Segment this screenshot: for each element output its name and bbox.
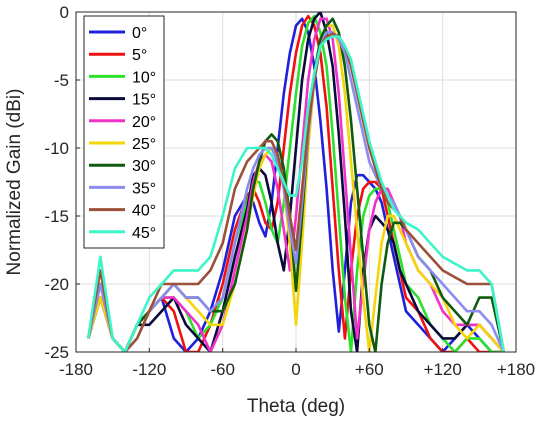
- x-tick-label: +60: [355, 360, 384, 379]
- x-tick-label: +180: [497, 360, 535, 379]
- y-axis-ticks: 0 -5 -10 -15 -20 -25: [44, 3, 80, 362]
- legend-entry: 5°: [132, 47, 147, 64]
- x-axis-ticks: -180 -120 -60 0 +60 +120 +180: [59, 348, 535, 379]
- x-tick-label: 0: [291, 360, 300, 379]
- x-tick-label: -180: [59, 360, 93, 379]
- legend-entry: 45°: [132, 225, 156, 242]
- series-lines: [86, 12, 506, 352]
- series-line-9: [86, 35, 506, 352]
- y-tick-label: -5: [54, 71, 69, 90]
- legend-entry: 40°: [132, 203, 156, 220]
- x-axis-label: Theta (deg): [247, 396, 345, 417]
- x-tick-label: -120: [132, 360, 166, 379]
- y-axis-label: Normalized Gain (dBi): [4, 89, 25, 276]
- y-tick-label: -25: [44, 343, 69, 362]
- legend-entry: 35°: [132, 180, 156, 197]
- y-tick-label: -20: [44, 275, 69, 294]
- legend-entry: 25°: [132, 136, 156, 153]
- legend-entry: 0°: [132, 25, 147, 42]
- legend-entry: 20°: [132, 114, 156, 131]
- series-line-3: [86, 12, 505, 352]
- x-tick-label: +120: [424, 360, 462, 379]
- legend-entry: 10°: [132, 69, 156, 86]
- y-tick-label: 0: [60, 3, 69, 22]
- y-tick-label: -10: [44, 139, 69, 158]
- y-tick-label: -15: [44, 207, 69, 226]
- x-tick-label: -60: [210, 360, 235, 379]
- legend-entry: 15°: [132, 92, 156, 109]
- legend: 0° 5° 10° 15° 20° 25° 30° 35° 40° 45°: [83, 15, 165, 249]
- legend-entry: 30°: [132, 158, 156, 175]
- series-line-8: [86, 32, 506, 352]
